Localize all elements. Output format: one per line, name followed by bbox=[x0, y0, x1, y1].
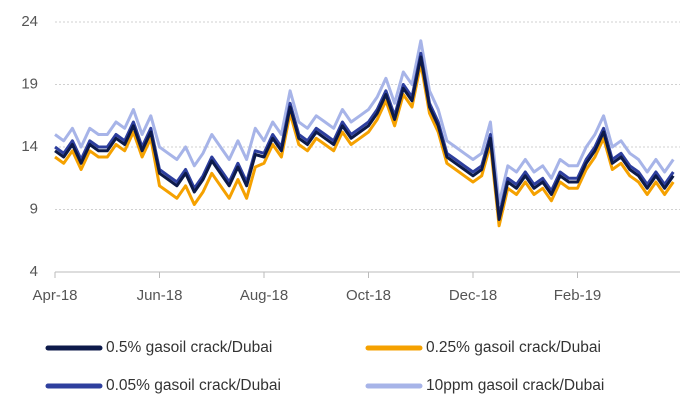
x-tick-label: Feb-19 bbox=[554, 287, 602, 304]
series-line bbox=[54, 39, 675, 205]
legend-label: 10ppm gasoil crack/Dubai bbox=[426, 377, 604, 394]
series-line bbox=[54, 61, 675, 228]
y-tick-label: 14 bbox=[21, 138, 38, 155]
y-tick-label: 24 bbox=[21, 13, 38, 30]
legend-label: 0.5% gasoil crack/Dubai bbox=[106, 339, 272, 356]
legend-label: 0.05% gasoil crack/Dubai bbox=[106, 377, 281, 394]
y-tick-label: 4 bbox=[30, 263, 38, 280]
y-tick-label: 9 bbox=[30, 200, 38, 217]
legend-label: 0.25% gasoil crack/Dubai bbox=[426, 339, 601, 356]
x-tick-label: Dec-18 bbox=[449, 287, 497, 304]
x-tick-label: Apr-18 bbox=[32, 287, 77, 304]
x-tick-label: Aug-18 bbox=[240, 287, 288, 304]
y-tick-label: 19 bbox=[21, 75, 38, 92]
x-tick-label: Oct-18 bbox=[346, 287, 391, 304]
x-tick-label: Jun-18 bbox=[137, 287, 183, 304]
series-line bbox=[54, 55, 675, 221]
